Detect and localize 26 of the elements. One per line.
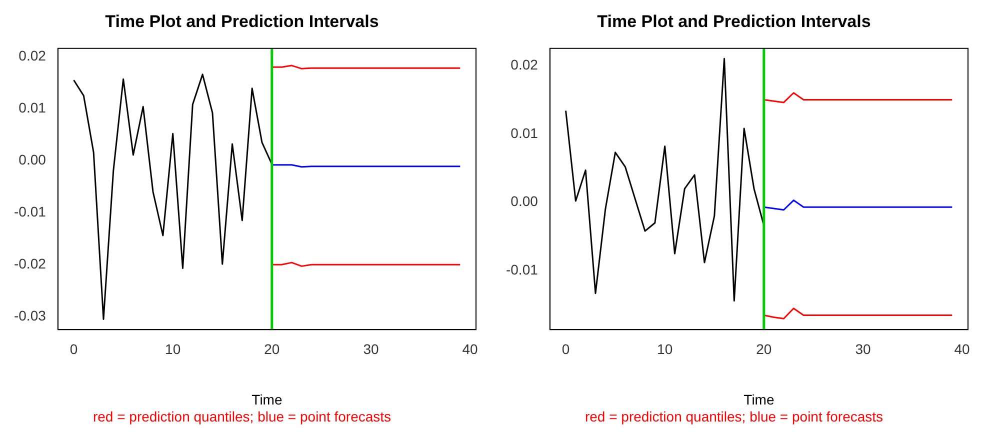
x-axis-title: Time bbox=[744, 392, 774, 408]
text: red = prediction quantiles; blue = point forecasts bbox=[584, 408, 884, 424]
x-tick-label: 40 bbox=[462, 340, 478, 357]
x-tick-label: 40 bbox=[954, 340, 970, 357]
x-tick-label: 20 bbox=[756, 340, 772, 357]
y-tick-label: 0.01 bbox=[510, 124, 538, 141]
y-tick-label: 0.02 bbox=[510, 56, 538, 72]
y-tick-label: 0.00 bbox=[510, 193, 538, 210]
x-tick-label: 30 bbox=[363, 340, 379, 357]
y-tick-label: 0.02 bbox=[18, 48, 46, 64]
y-tick-label: 0.00 bbox=[18, 152, 46, 168]
x-tick-label: 0 bbox=[562, 340, 570, 357]
y-tick-label: -0.01 bbox=[14, 204, 46, 220]
y-tick-label: -0.03 bbox=[14, 307, 46, 324]
y-tick-label: 0.01 bbox=[18, 100, 46, 116]
x-axis-title: Time bbox=[252, 392, 282, 408]
x-tick-label: 20 bbox=[264, 340, 280, 357]
text: red = prediction quantiles; blue = point forecasts bbox=[92, 408, 392, 424]
chart-title: Time Plot and Prediction Intervals bbox=[597, 12, 871, 31]
y-tick-label: -0.02 bbox=[14, 255, 46, 272]
x-tick-label: 10 bbox=[657, 340, 673, 357]
y-tick-label: -0.01 bbox=[506, 262, 538, 278]
x-tick-label: 30 bbox=[855, 340, 871, 357]
x-tick-label: 10 bbox=[165, 340, 181, 357]
x-tick-label: 0 bbox=[70, 340, 78, 357]
chart-title: Time Plot and Prediction Intervals bbox=[105, 12, 379, 31]
